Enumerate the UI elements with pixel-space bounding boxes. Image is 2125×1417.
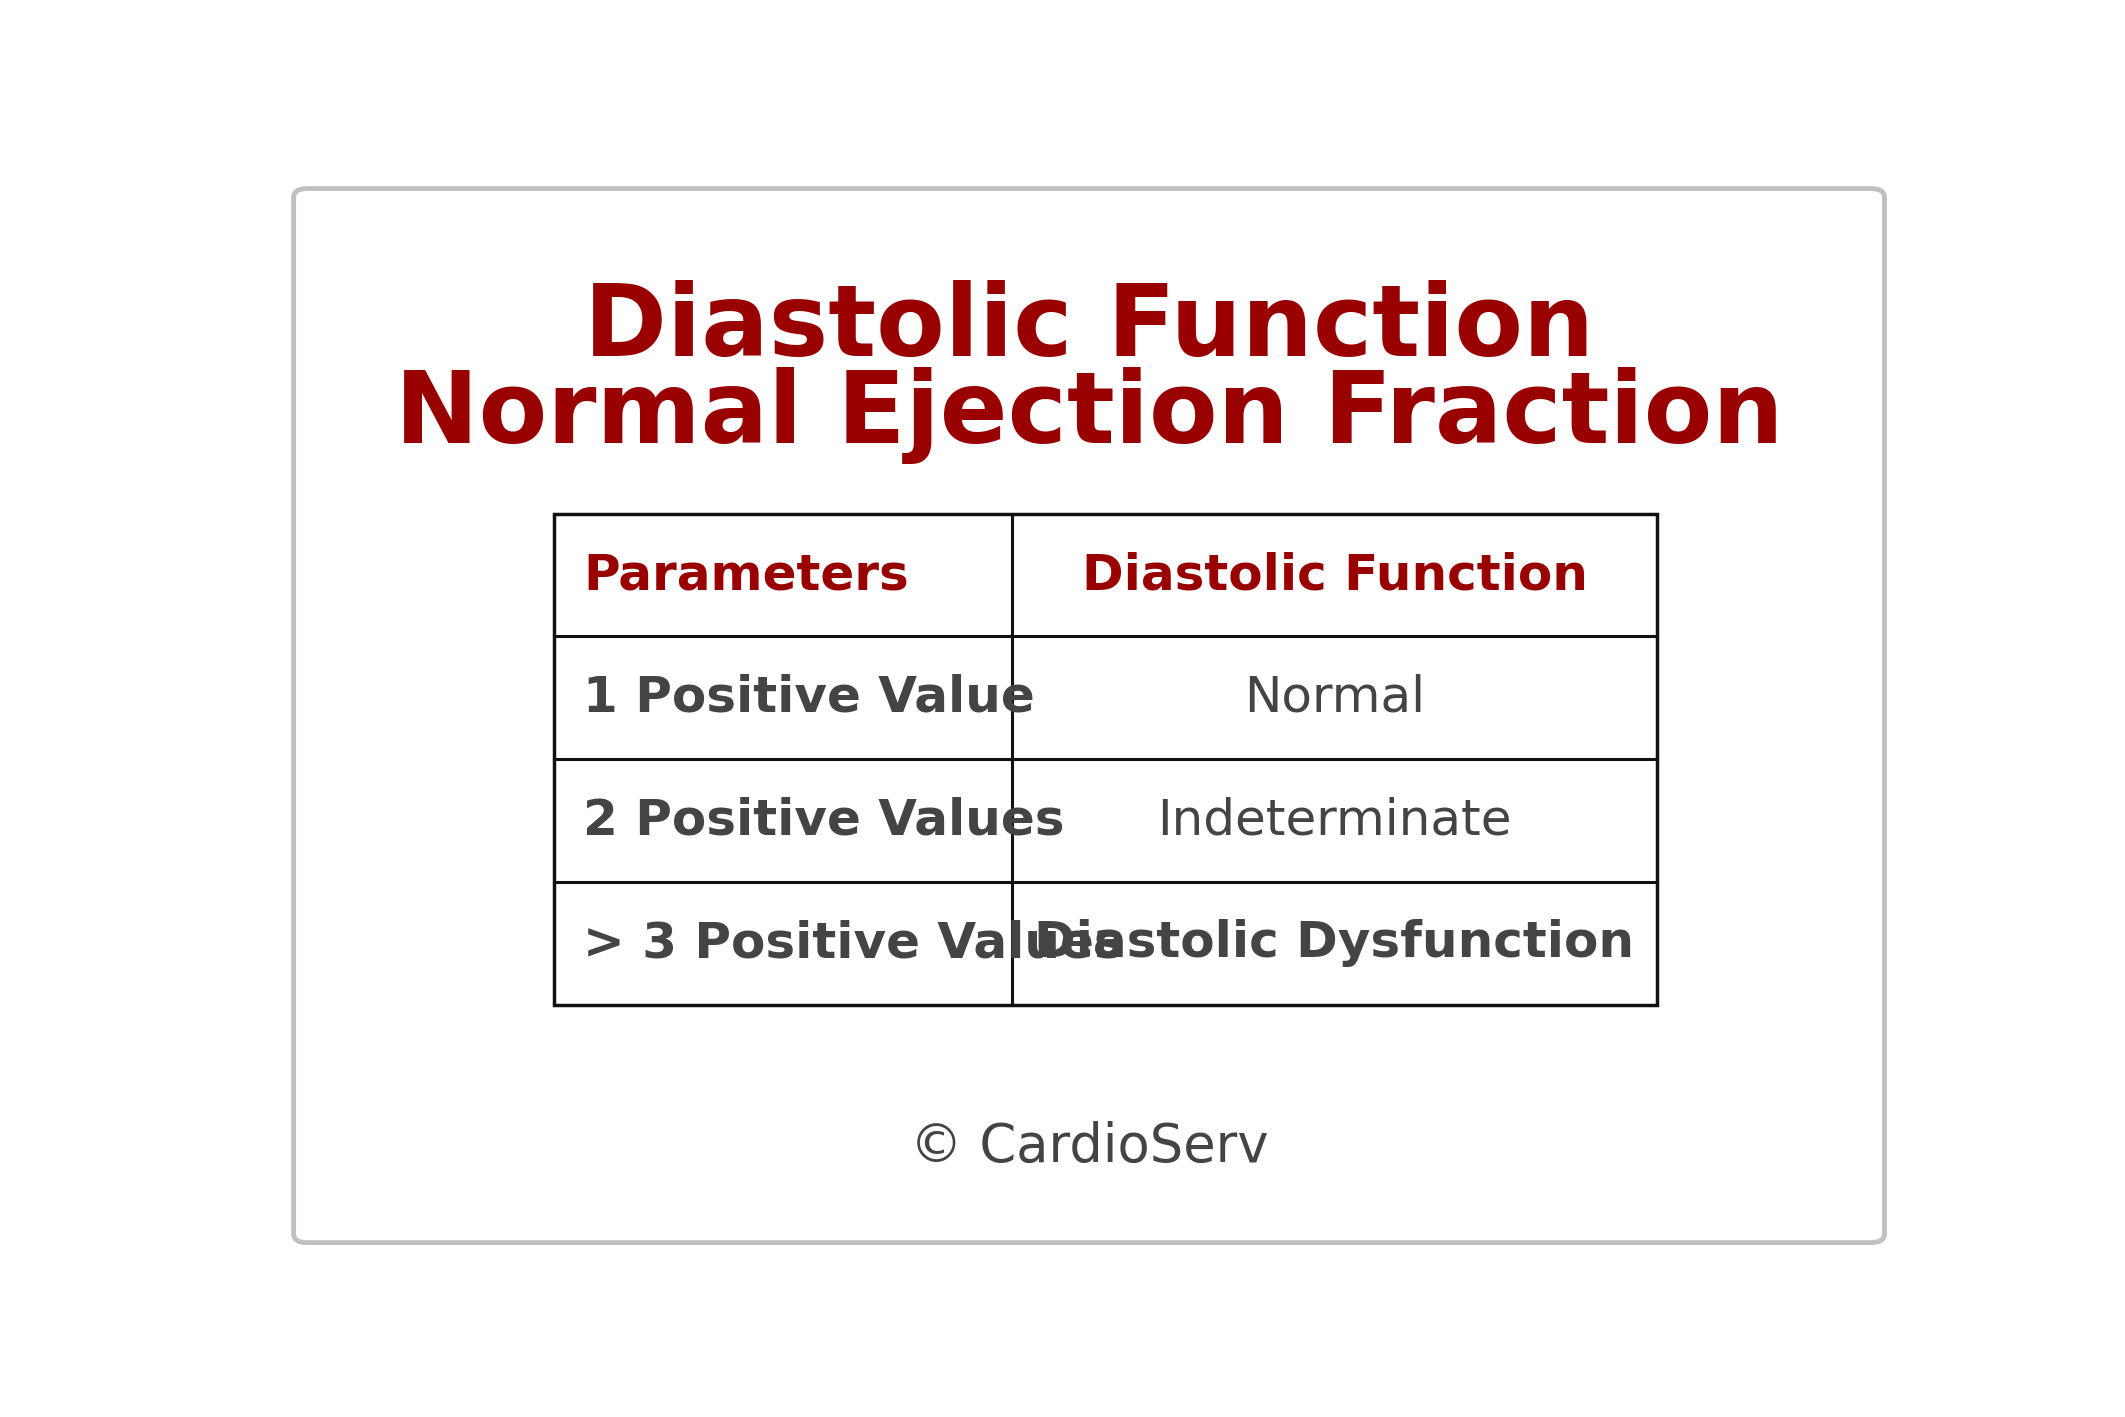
Text: Normal: Normal — [1243, 674, 1426, 721]
Text: 2 Positive Values: 2 Positive Values — [584, 796, 1065, 845]
Text: © CardioServ: © CardioServ — [910, 1121, 1269, 1172]
Bar — [555, 514, 1658, 1005]
Text: Normal Ejection Fraction: Normal Ejection Fraction — [395, 367, 1783, 463]
Text: > 3 Positive Values: > 3 Positive Values — [584, 920, 1124, 968]
FancyBboxPatch shape — [293, 188, 1885, 1243]
Text: Diastolic Function: Diastolic Function — [584, 279, 1594, 377]
Text: Diastolic Dysfunction: Diastolic Dysfunction — [1035, 920, 1634, 968]
Text: Indeterminate: Indeterminate — [1158, 796, 1511, 845]
Text: Diastolic Function: Diastolic Function — [1082, 551, 1587, 599]
Text: Parameters: Parameters — [584, 551, 910, 599]
Text: 1 Positive Value: 1 Positive Value — [584, 674, 1035, 721]
